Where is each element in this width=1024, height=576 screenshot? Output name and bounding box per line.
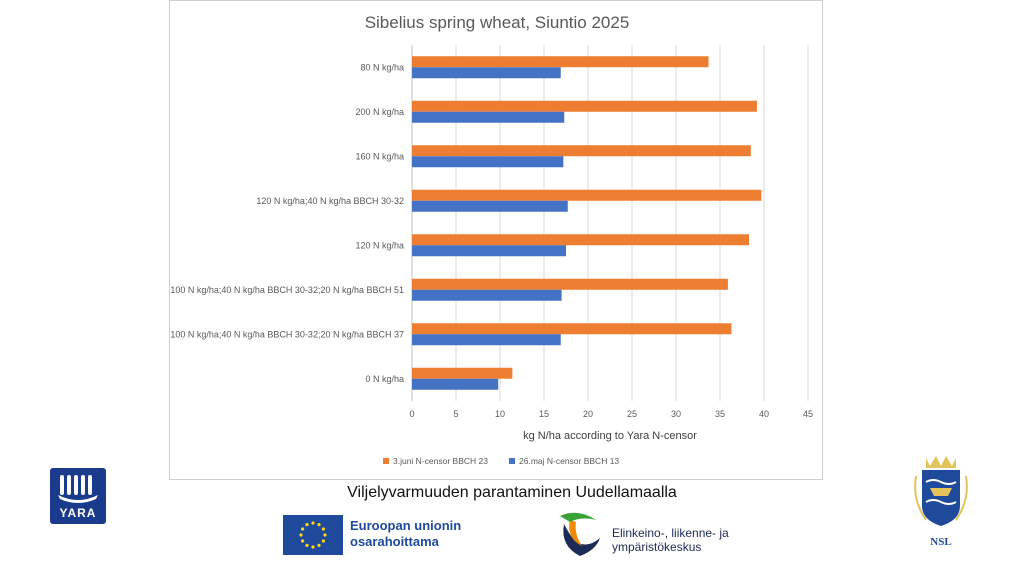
bar — [412, 378, 499, 390]
x-tick-label: 35 — [715, 409, 725, 419]
bar — [412, 111, 565, 123]
chart-container: Sibelius spring wheat, Siuntio 2025 0 5 10 1… — [169, 0, 823, 480]
chart-title: Sibelius spring wheat, Siuntio 2025 — [365, 13, 630, 32]
legend-swatch — [383, 458, 389, 464]
bar — [412, 145, 751, 157]
bar — [412, 189, 762, 201]
x-tick-label: 10 — [495, 409, 505, 419]
eu-flag-icon — [283, 515, 343, 555]
bar-chart: Sibelius spring wheat, Siuntio 2025 0 5 10 1… — [170, 13, 813, 466]
bar — [412, 67, 561, 79]
bar — [412, 334, 561, 346]
x-tick-label: 5 — [453, 409, 458, 419]
category-label: 120 N kg/ha;40 N kg/ha BBCH 30-32 — [256, 196, 404, 206]
category-label: 120 N kg/ha — [355, 240, 404, 250]
ely-centre-text: Elinkeino-, liikenne- ja ympäristökeskus — [612, 526, 729, 554]
nsl-logo-text: NSL — [930, 536, 952, 548]
bar — [412, 200, 568, 212]
legend-entry: 26.maj N-censor BBCH 13 — [519, 456, 619, 466]
ely-centre-logo-icon — [560, 512, 600, 556]
bar — [412, 323, 732, 335]
bar — [412, 234, 750, 246]
eu-text-line1: Euroopan unionin — [350, 518, 462, 533]
legend-swatch — [509, 458, 515, 464]
eu-funding-text: Euroopan unionin osarahoittama — [350, 518, 461, 550]
category-label: 80 N kg/ha — [360, 62, 404, 72]
x-axis-label: kg N/ha according to Yara N-censor — [523, 430, 697, 442]
x-tick-label: 20 — [583, 409, 593, 419]
yara-logo-text: YARA — [59, 506, 97, 520]
bar — [412, 156, 564, 168]
ely-text-line1: Elinkeino-, liikenne- ja — [612, 526, 729, 540]
category-label: 200 N kg/ha — [355, 107, 404, 117]
category-label: 100 N kg/ha;40 N kg/ha BBCH 30-32;20 N k… — [170, 285, 404, 295]
category-label: 160 N kg/ha — [355, 151, 404, 161]
nsl-crest-icon — [914, 456, 968, 526]
yara-logo: YARA — [50, 468, 106, 524]
legend-entry: 3.juni N-censor BBCH 23 — [393, 456, 488, 466]
bar — [412, 245, 566, 257]
category-label: 0 N kg/ha — [365, 374, 404, 384]
x-tick-label: 40 — [759, 409, 769, 419]
x-tick-label: 25 — [627, 409, 637, 419]
bar — [412, 100, 757, 112]
x-tick-label: 30 — [671, 409, 681, 419]
category-label: 100 N kg/ha;40 N kg/ha BBCH 30-32;20 N k… — [170, 329, 404, 339]
bar — [412, 56, 709, 68]
x-tick-label: 45 — [803, 409, 813, 419]
ely-text-line2: ympäristökeskus — [612, 540, 702, 554]
viking-ship-icon — [58, 475, 98, 503]
bar — [412, 278, 728, 290]
bar — [412, 367, 513, 379]
eu-text-line2: osarahoittama — [350, 534, 439, 549]
x-tick-label: 15 — [539, 409, 549, 419]
project-title: Viljelyvarmuuden parantaminen Uudellamaa… — [347, 484, 677, 501]
x-tick-label: 0 — [409, 409, 414, 419]
bar — [412, 289, 562, 301]
